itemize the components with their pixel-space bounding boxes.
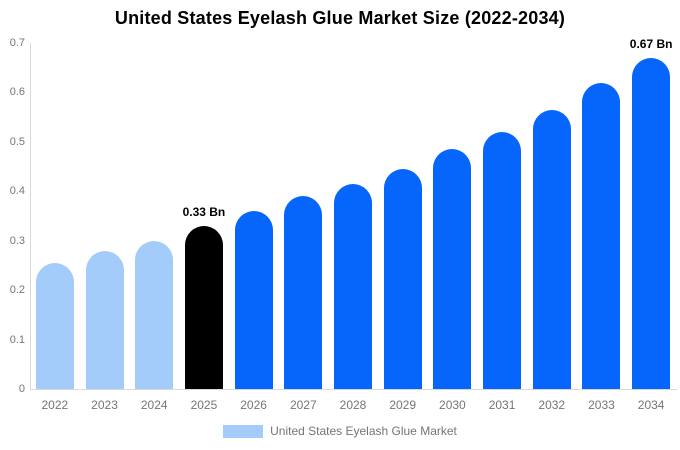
bar-2022[interactable] [35,262,74,389]
y-tick-0.5: 0.5 [9,135,25,148]
x-label-2028: 2028 [339,398,367,412]
bar-2031[interactable] [483,131,522,389]
chart-title: United States Eyelash Glue Market Size (… [114,8,566,28]
x-label-2030: 2030 [439,398,466,412]
bar-2028[interactable] [334,183,372,389]
bar-2030[interactable] [433,149,472,389]
legend[interactable]: United States Eyelash Glue Market [0,424,680,438]
bar-2033[interactable] [582,82,621,389]
x-label-2031: 2031 [488,398,516,412]
y-tick-0.4: 0.4 [9,185,25,198]
x-label-2025: 2025 [190,398,218,412]
y-tick-0: 0 [18,383,25,395]
bar-2023[interactable] [85,250,124,389]
data-label-2025: 0.33 Bn [182,204,226,219]
x-label-2024: 2024 [140,398,168,412]
y-tick-0.2: 0.2 [9,284,25,297]
plot-area [30,43,677,390]
bar-2027[interactable] [284,196,323,389]
bar-2026[interactable] [234,211,273,389]
y-tick-0.7: 0.7 [9,37,25,49]
y-tick-0.1: 0.1 [9,333,25,346]
data-label-2034: 0.67 Bn [629,36,673,51]
y-tick-0.3: 0.3 [9,234,25,247]
legend-swatch [223,424,264,438]
bar-2025[interactable] [184,225,223,389]
x-label-2033: 2033 [588,398,615,412]
bar-2034[interactable] [632,57,671,389]
x-label-2026: 2026 [240,398,267,412]
bar-2032[interactable] [532,109,571,389]
x-label-2032: 2032 [538,398,566,412]
bar-2024[interactable] [135,240,174,389]
legend-label: United States Eyelash Glue Market [270,424,457,438]
y-tick-0.6: 0.6 [9,86,25,99]
x-label-2029: 2029 [389,398,417,412]
x-label-2022: 2022 [41,398,69,412]
x-label-2027: 2027 [289,398,317,412]
x-label-2034: 2034 [637,398,665,412]
x-label-2023: 2023 [91,398,118,412]
bar-2029[interactable] [383,169,422,389]
